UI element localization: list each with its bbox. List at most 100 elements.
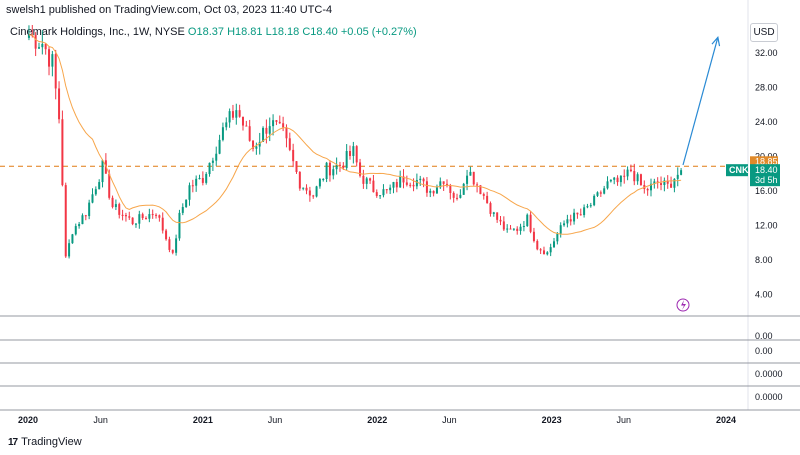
candle-body[interactable]: [676, 174, 679, 179]
candle-body[interactable]: [670, 183, 673, 188]
candle-body[interactable]: [221, 127, 224, 140]
candle-body[interactable]: [482, 194, 485, 196]
candle-body[interactable]: [435, 187, 438, 194]
candle-body[interactable]: [529, 214, 532, 232]
candle-body[interactable]: [449, 185, 452, 193]
candle-body[interactable]: [134, 223, 137, 225]
candle-body[interactable]: [298, 171, 301, 189]
candle-body[interactable]: [456, 197, 459, 199]
candle-body[interactable]: [262, 127, 265, 142]
candle-body[interactable]: [472, 171, 475, 185]
candle-body[interactable]: [74, 226, 77, 235]
candle-body[interactable]: [325, 162, 328, 180]
candle-body[interactable]: [502, 221, 505, 230]
candle-body[interactable]: [265, 127, 268, 134]
candle-body[interactable]: [626, 169, 629, 177]
candle-body[interactable]: [252, 140, 255, 149]
candle-body[interactable]: [225, 122, 228, 128]
candle-body[interactable]: [623, 175, 626, 177]
candle-body[interactable]: [680, 170, 683, 175]
candle-body[interactable]: [415, 180, 418, 187]
candle-body[interactable]: [295, 161, 298, 172]
candle-body[interactable]: [155, 214, 158, 216]
candle-body[interactable]: [476, 184, 479, 186]
candle-body[interactable]: [302, 187, 305, 189]
candle-body[interactable]: [653, 181, 656, 184]
candle-body[interactable]: [563, 223, 566, 226]
candle-body[interactable]: [663, 180, 666, 185]
candle-body[interactable]: [559, 225, 562, 234]
candle-body[interactable]: [165, 230, 168, 240]
candle-body[interactable]: [235, 110, 238, 118]
candle-body[interactable]: [218, 139, 221, 154]
candle-body[interactable]: [128, 216, 131, 218]
candle-body[interactable]: [231, 111, 234, 118]
candle-body[interactable]: [241, 116, 244, 126]
candle-body[interactable]: [409, 184, 412, 186]
candle-body[interactable]: [566, 219, 569, 224]
candle-body[interactable]: [522, 226, 525, 228]
candle-body[interactable]: [215, 153, 218, 161]
candle-body[interactable]: [151, 214, 154, 216]
candle-body[interactable]: [429, 190, 432, 193]
candle-body[interactable]: [255, 146, 258, 149]
candle-body[interactable]: [362, 175, 365, 184]
candle-body[interactable]: [292, 149, 295, 162]
candle-body[interactable]: [342, 165, 345, 168]
candle-body[interactable]: [536, 241, 539, 250]
candle-body[interactable]: [315, 186, 318, 197]
candle-body[interactable]: [188, 185, 191, 200]
candle-body[interactable]: [37, 47, 40, 49]
candle-body[interactable]: [509, 228, 512, 230]
candle-body[interactable]: [479, 185, 482, 195]
candle-body[interactable]: [532, 231, 535, 242]
candle-body[interactable]: [359, 162, 362, 176]
candle-body[interactable]: [131, 217, 134, 225]
candle-body[interactable]: [248, 126, 251, 141]
candle-body[interactable]: [369, 178, 372, 181]
candle-body[interactable]: [158, 215, 161, 218]
candle-body[interactable]: [272, 120, 275, 127]
candle-body[interactable]: [258, 141, 261, 147]
candle-body[interactable]: [68, 243, 71, 257]
candle-body[interactable]: [175, 238, 178, 253]
candle-body[interactable]: [519, 226, 522, 231]
candle-body[interactable]: [121, 214, 124, 216]
candle-body[interactable]: [145, 218, 148, 220]
candle-body[interactable]: [318, 179, 321, 187]
candle-body[interactable]: [649, 183, 652, 191]
candle-body[interactable]: [589, 205, 592, 207]
candle-body[interactable]: [609, 179, 612, 182]
candle-body[interactable]: [288, 138, 291, 150]
candle-body[interactable]: [181, 207, 184, 213]
candle-body[interactable]: [365, 178, 368, 184]
candle-body[interactable]: [399, 176, 402, 188]
candle-body[interactable]: [84, 215, 87, 217]
candle-body[interactable]: [268, 126, 271, 134]
candle-body[interactable]: [245, 125, 248, 127]
candle-body[interactable]: [603, 188, 606, 194]
candle-body[interactable]: [338, 164, 341, 166]
candle-body[interactable]: [512, 228, 515, 230]
candle-body[interactable]: [489, 203, 492, 214]
candle-body[interactable]: [148, 214, 151, 219]
candle-body[interactable]: [459, 194, 462, 198]
candle-body[interactable]: [432, 190, 435, 194]
candle-body[interactable]: [419, 178, 422, 181]
candle-body[interactable]: [619, 175, 622, 183]
candle-body[interactable]: [526, 214, 529, 227]
candle-body[interactable]: [639, 174, 642, 186]
candle-body[interactable]: [516, 228, 519, 231]
tradingview-logo[interactable]: 17 TradingView: [8, 436, 82, 448]
candle-body[interactable]: [108, 173, 111, 198]
candle-body[interactable]: [124, 215, 127, 217]
candle-body[interactable]: [492, 212, 495, 214]
candle-body[interactable]: [98, 182, 101, 190]
candle-body[interactable]: [48, 49, 51, 67]
lightning-event-icon[interactable]: [676, 298, 690, 312]
candle-body[interactable]: [54, 54, 57, 89]
candle-body[interactable]: [596, 192, 599, 196]
candle-body[interactable]: [673, 178, 676, 188]
candle-body[interactable]: [556, 233, 559, 242]
